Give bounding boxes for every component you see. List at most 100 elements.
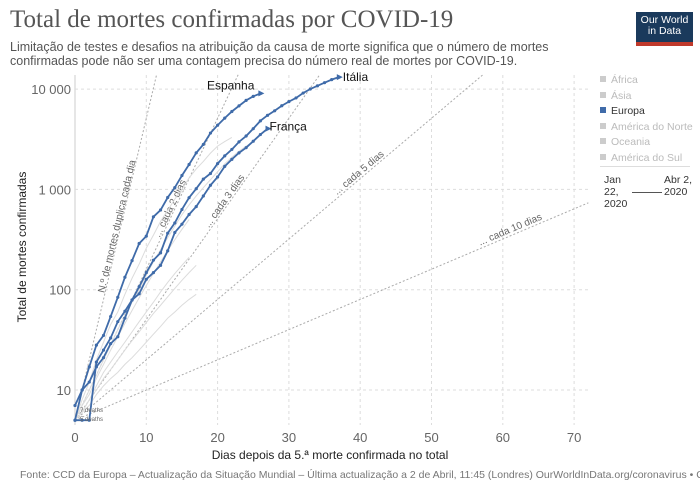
data-point <box>223 154 227 158</box>
data-point <box>166 195 170 200</box>
y-axis-label: Total de mortes confirmadas <box>15 171 29 323</box>
data-point <box>230 109 234 114</box>
data-point <box>101 333 106 338</box>
y-tick-label: 100 <box>49 283 71 298</box>
data-point <box>258 132 262 137</box>
data-point <box>151 215 156 219</box>
legend-swatch <box>600 138 606 144</box>
series-label: Espanha <box>207 78 255 92</box>
data-point <box>101 356 106 360</box>
data-point <box>230 147 234 152</box>
start-label: 7 deaths <box>80 408 103 414</box>
timeline-track[interactable] <box>632 192 662 193</box>
data-point <box>208 183 213 187</box>
legend-item-africa[interactable]: África <box>600 74 693 90</box>
data-point <box>94 343 98 347</box>
background-series-line <box>74 257 190 421</box>
x-tick-label: 30 <box>282 430 296 445</box>
background-series-line <box>74 264 197 421</box>
data-point <box>166 249 170 253</box>
data-point <box>109 342 113 346</box>
data-point <box>130 298 134 302</box>
legend-label: América do Sul <box>611 151 683 164</box>
x-tick-label: 20 <box>210 430 224 445</box>
series-end-arrow <box>258 90 265 97</box>
timeline-end[interactable]: Abr 2, 2020 <box>664 174 693 198</box>
doubling-guide-label: ... cada 5 dias <box>332 149 387 198</box>
doubling-guide-line <box>74 74 158 421</box>
data-point <box>73 403 77 408</box>
data-point <box>315 84 320 88</box>
data-point <box>216 175 220 179</box>
x-tick-label: 10 <box>139 430 153 445</box>
data-point <box>137 292 141 296</box>
chart-subtitle: Limitação de testes e desafios na atribu… <box>10 40 549 68</box>
data-point <box>109 314 113 319</box>
data-point <box>201 142 205 147</box>
y-tick-label: 1 000 <box>38 182 71 197</box>
data-point <box>322 81 327 85</box>
data-point <box>80 388 84 392</box>
data-point <box>144 234 148 238</box>
legend-item-europa[interactable]: Europa <box>600 105 693 121</box>
data-point <box>101 348 106 352</box>
data-point <box>187 212 191 217</box>
x-axis-label: Dias depois da 5.ª morte confirmada no t… <box>211 448 449 462</box>
start-label: 5 deaths <box>80 417 103 423</box>
background-series-line <box>74 136 233 421</box>
data-point <box>308 87 312 91</box>
data-point <box>87 365 91 369</box>
data-point <box>216 161 220 166</box>
data-point <box>80 418 84 422</box>
chart-title: Total de mortes confirmadas por COVID-19 <box>10 6 454 33</box>
y-tick-label: 10 000 <box>31 82 71 97</box>
x-tick-label: 40 <box>353 430 367 445</box>
series-line-frança <box>75 127 269 422</box>
data-point <box>180 222 184 226</box>
data-point <box>151 271 156 275</box>
legend-item-america-do-norte[interactable]: América do Norte <box>600 121 693 137</box>
data-point <box>194 151 198 155</box>
data-point <box>201 194 205 198</box>
data-point <box>187 196 191 200</box>
data-point <box>251 94 255 98</box>
data-point <box>294 96 298 100</box>
data-point <box>216 123 220 127</box>
legend-label: América do Norte <box>611 120 693 133</box>
legend-label: África <box>611 74 638 86</box>
series-end-arrow <box>265 125 272 132</box>
legend: África Ásia Europa América do Norte Ocea… <box>600 74 693 167</box>
data-point <box>208 131 213 135</box>
legend-item-asia[interactable]: Ásia <box>600 90 693 106</box>
data-point <box>87 380 91 384</box>
x-tick-label: 50 <box>424 430 438 445</box>
legend-item-oceania[interactable]: Oceania <box>600 136 693 152</box>
data-point <box>123 275 127 279</box>
data-point <box>194 187 198 191</box>
owid-logo[interactable]: Our World in Data <box>636 12 693 46</box>
data-point <box>109 336 113 340</box>
data-point <box>173 230 177 235</box>
data-point <box>173 185 177 190</box>
series-label: França <box>270 120 308 134</box>
series-end-arrow <box>336 74 343 81</box>
doubling-guide-line <box>74 202 589 421</box>
data-point <box>244 134 248 138</box>
data-point <box>258 119 262 123</box>
data-point <box>237 104 241 108</box>
data-point <box>237 140 241 144</box>
legend-item-america-do-sul[interactable]: América do Sul <box>600 152 693 168</box>
data-point <box>166 231 170 235</box>
data-point <box>151 258 156 262</box>
data-point <box>223 116 227 120</box>
data-point <box>208 171 213 176</box>
data-point <box>116 335 120 339</box>
data-point <box>330 78 334 82</box>
data-point <box>116 295 120 299</box>
data-point <box>123 316 127 320</box>
timeline-start[interactable]: Jan 22, 2020 <box>604 174 628 210</box>
data-point <box>201 177 205 181</box>
doubling-guide-label: ... cada 10 dias <box>477 212 544 249</box>
legend-swatch <box>600 76 606 82</box>
